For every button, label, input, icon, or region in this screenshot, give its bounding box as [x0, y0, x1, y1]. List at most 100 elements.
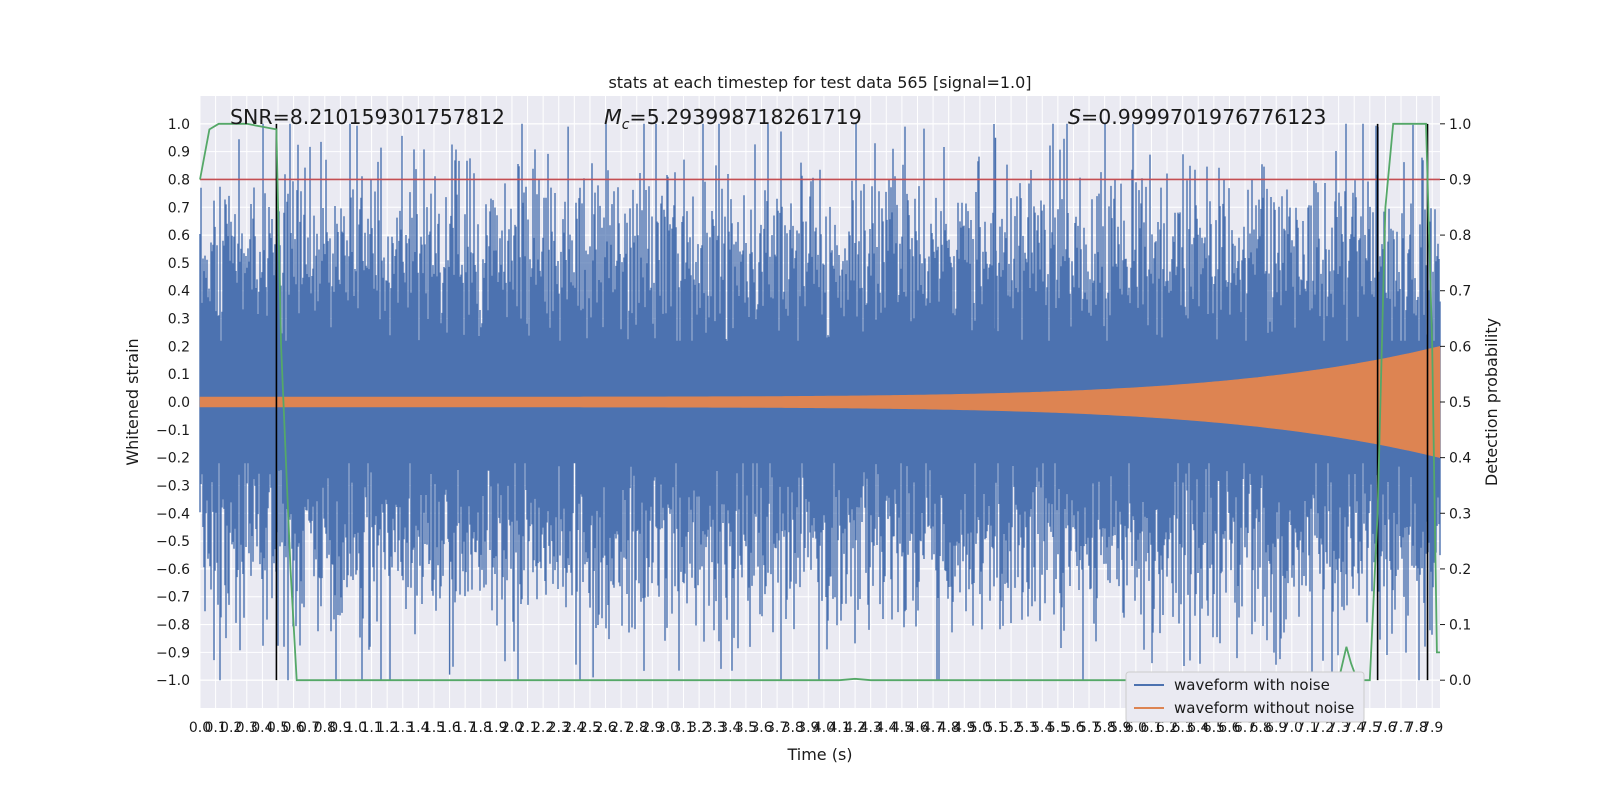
- x-tick-label: 2.2: [532, 720, 554, 736]
- x-tick-label: 6.8: [1249, 720, 1271, 736]
- x-tick-label: 2.3: [548, 720, 570, 736]
- y-tick-label: −0.6: [156, 562, 190, 578]
- x-tick-label: 4.9: [953, 720, 975, 736]
- y-tick-label: 0.3: [168, 312, 190, 328]
- x-tick-label: 4.0: [813, 720, 835, 736]
- y2-tick-label: 0.2: [1449, 562, 1471, 578]
- x-tick-label: 5.7: [1078, 720, 1100, 736]
- chirp-mass-annotation: Mc=5.293998718261719: [604, 105, 862, 133]
- y-tick-label: 0.6: [168, 228, 190, 244]
- x-tick-label: 3.6: [750, 720, 772, 736]
- x-tick-label: 6.5: [1203, 720, 1225, 736]
- x-tick-label: 0.3: [236, 720, 258, 736]
- x-tick-label: 2.7: [610, 720, 632, 736]
- chirp-mass-subscript: c: [622, 117, 630, 133]
- score-symbol: S: [1068, 105, 1081, 129]
- x-tick-label: 7.9: [1421, 720, 1443, 736]
- legend-box: [1125, 671, 1365, 723]
- legend-label-clean: waveform without noise: [1174, 699, 1354, 717]
- axes: 0.00.10.20.30.40.50.60.70.80.91.01.11.21…: [156, 117, 1471, 736]
- x-tick-label: 1.3: [392, 720, 414, 736]
- y2-axis-label: Detection probability: [1482, 318, 1501, 486]
- y-tick-label: 0.0: [168, 395, 190, 411]
- x-tick-label: 7.7: [1390, 720, 1412, 736]
- x-tick-label: 5.1: [984, 720, 1006, 736]
- x-tick-label: 4.4: [875, 720, 897, 736]
- x-tick-label: 4.1: [828, 720, 850, 736]
- score-value: =0.9999701976776123: [1081, 105, 1326, 129]
- y2-tick-label: 0.7: [1449, 284, 1471, 300]
- x-tick-label: 2.8: [626, 720, 648, 736]
- y2-tick-label: 0.9: [1449, 172, 1471, 188]
- x-tick-label: 5.6: [1062, 720, 1084, 736]
- x-tick-label: 4.3: [860, 720, 882, 736]
- x-tick-label: 1.8: [470, 720, 492, 736]
- x-tick-label: 7.6: [1374, 720, 1396, 736]
- x-tick-label: 7.4: [1343, 720, 1365, 736]
- y2-tick-label: 0.3: [1449, 506, 1471, 522]
- x-tick-label: 6.1: [1140, 720, 1162, 736]
- x-tick-label: 5.4: [1031, 720, 1053, 736]
- y2-tick-label: 0.8: [1449, 228, 1471, 244]
- x-tick-label: 1.1: [360, 720, 382, 736]
- legend: waveform with noise waveform without noi…: [1125, 671, 1365, 723]
- x-tick-label: 3.2: [688, 720, 710, 736]
- y-tick-label: −0.4: [156, 506, 190, 522]
- x-tick-label: 5.0: [969, 720, 991, 736]
- x-tick-label: 2.6: [594, 720, 616, 736]
- y2-tick-label: 1.0: [1449, 117, 1471, 133]
- y-tick-label: 0.5: [168, 256, 190, 272]
- x-tick-label: 3.8: [782, 720, 804, 736]
- x-tick-label: 2.9: [641, 720, 663, 736]
- x-tick-label: 3.1: [672, 720, 694, 736]
- y-tick-label: −0.8: [156, 618, 190, 634]
- x-tick-label: 5.9: [1109, 720, 1131, 736]
- y-tick-label: −0.1: [156, 423, 190, 439]
- score-annotation: S=0.9999701976776123: [1068, 105, 1326, 129]
- x-tick-label: 5.2: [1000, 720, 1022, 736]
- x-tick-label: 7.5: [1359, 720, 1381, 736]
- y-tick-label: 0.1: [168, 367, 190, 383]
- x-tick-label: 3.5: [735, 720, 757, 736]
- x-tick-label: 6.7: [1234, 720, 1256, 736]
- x-tick-label: 6.4: [1187, 720, 1209, 736]
- x-tick-label: 3.3: [704, 720, 726, 736]
- x-tick-label: 6.3: [1172, 720, 1194, 736]
- y-tick-label: 1.0: [168, 117, 190, 133]
- x-tick-label: 7.8: [1405, 720, 1427, 736]
- x-tick-label: 0.0: [189, 720, 211, 736]
- x-tick-label: 2.1: [516, 720, 538, 736]
- x-tick-label: 0.7: [298, 720, 320, 736]
- x-tick-label: 6.2: [1156, 720, 1178, 736]
- y-tick-label: −0.9: [156, 645, 190, 661]
- x-tick-label: 4.2: [844, 720, 866, 736]
- x-tick-label: 1.6: [438, 720, 460, 736]
- legend-label-noise: waveform with noise: [1174, 676, 1330, 694]
- x-tick-label: 1.0: [345, 720, 367, 736]
- x-tick-label: 3.4: [719, 720, 741, 736]
- chart-title: stats at each timestep for test data 565…: [608, 73, 1031, 92]
- y-tick-label: −0.2: [156, 451, 190, 467]
- y-tick-label: 0.8: [168, 172, 190, 188]
- x-tick-label: 6.0: [1125, 720, 1147, 736]
- y2-tick-label: 0.6: [1449, 339, 1471, 355]
- x-tick-label: 5.3: [1016, 720, 1038, 736]
- x-tick-label: 0.2: [220, 720, 242, 736]
- y-tick-label: 0.9: [168, 145, 190, 161]
- x-tick-label: 1.4: [407, 720, 429, 736]
- x-axis-label: Time (s): [786, 745, 852, 764]
- y-tick-label: 0.4: [168, 284, 190, 300]
- x-tick-label: 2.0: [501, 720, 523, 736]
- x-tick-label: 4.5: [891, 720, 913, 736]
- chirp-mass-value: =5.293998718261719: [629, 105, 861, 129]
- x-tick-label: 3.9: [797, 720, 819, 736]
- snr-annotation: SNR=8.210159301757812: [230, 105, 505, 129]
- x-tick-label: 1.5: [423, 720, 445, 736]
- x-tick-label: 3.7: [766, 720, 788, 736]
- y2-tick-label: 0.5: [1449, 395, 1471, 411]
- y2-tick-label: 0.1: [1449, 618, 1471, 634]
- x-tick-label: 6.9: [1265, 720, 1287, 736]
- chirp-mass-symbol: M: [604, 105, 622, 129]
- x-tick-label: 5.8: [1094, 720, 1116, 736]
